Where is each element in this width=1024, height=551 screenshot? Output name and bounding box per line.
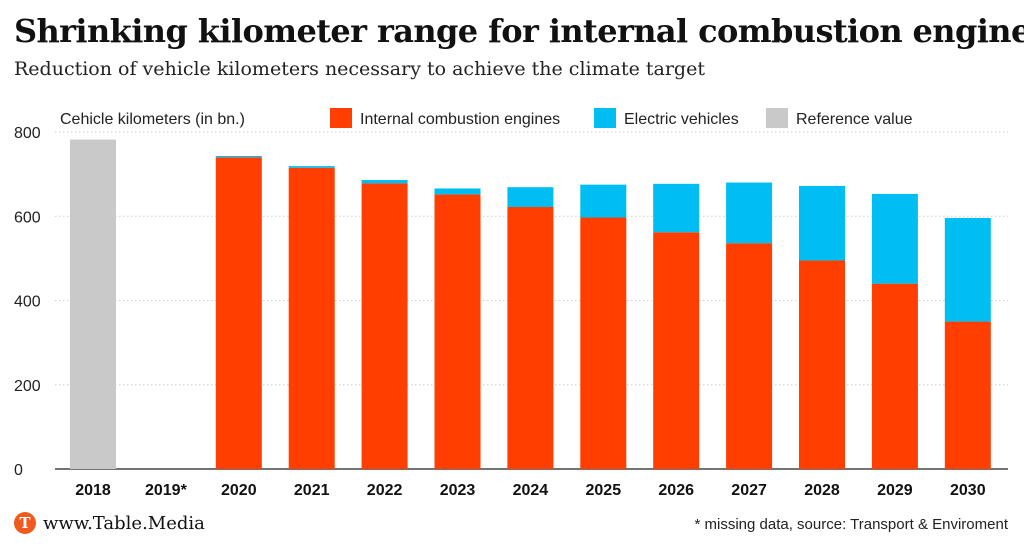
y-tick-label: 400: [14, 294, 41, 311]
brand-url: www.Table.Media: [43, 512, 205, 534]
bar-2027-internal-combustion-engines: [726, 243, 773, 469]
legend-swatch: [766, 108, 788, 128]
y-tick-label: 0: [14, 462, 23, 479]
x-tick-label: 2021: [294, 482, 330, 499]
brand: T www.Table.Media: [14, 512, 205, 534]
axis-labels: 0 200 400 600 800 2018 2019* 2020 2021 2022 2023 20…: [14, 125, 986, 499]
source-note: * missing data, source: Transport & Envi…: [694, 516, 1008, 533]
bar-2025-electric-vehicles: [580, 184, 627, 218]
bar-2021-internal-combustion-engines: [288, 167, 335, 469]
bar-group: [70, 139, 991, 470]
bar-2021-electric-vehicles: [288, 166, 335, 168]
bar-2022-electric-vehicles: [361, 180, 408, 184]
y-tick-label: 800: [14, 125, 41, 142]
bar-2028-electric-vehicles: [799, 185, 845, 261]
x-tick-label: 2027: [731, 482, 767, 499]
bar-2025-internal-combustion-engines: [580, 217, 627, 469]
bar-2030-electric-vehicles: [944, 217, 991, 322]
x-tick-label: 2024: [513, 482, 549, 499]
x-tick-label: 2018: [75, 482, 111, 499]
x-tick-label: 2019*: [145, 482, 188, 499]
table-media-logo-icon: T: [14, 512, 36, 534]
y-tick-label: 600: [14, 209, 41, 226]
bar-2029-electric-vehicles: [871, 193, 918, 284]
x-tick-label: 2025: [586, 482, 622, 499]
chart-subtitle: Reduction of vehicle kilometers necessar…: [14, 58, 705, 80]
bar-2027-electric-vehicles: [726, 182, 773, 244]
x-tick-label: 2028: [804, 482, 840, 499]
x-tick-label: 2020: [221, 482, 257, 499]
legend-label: Reference value: [796, 111, 913, 128]
legend-swatch: [594, 108, 616, 128]
legend-label: Internal combustion engines: [360, 111, 560, 128]
bar-2024-internal-combustion-engines: [507, 206, 554, 470]
bar-2024-electric-vehicles: [507, 187, 554, 207]
y-axis-label: Cehicle kilometers (in bn.): [60, 111, 245, 128]
bar-2029-internal-combustion-engines: [871, 283, 918, 469]
y-tick-label: 200: [14, 378, 41, 395]
bar-2026-internal-combustion-engines: [653, 232, 700, 469]
x-tick-label: 2026: [658, 482, 694, 499]
chart-title: Shrinking kilometer range for internal c…: [14, 12, 1024, 50]
x-tick-label: 2030: [950, 482, 986, 499]
bar-2023-internal-combustion-engines: [434, 194, 481, 469]
bar-2023-electric-vehicles: [434, 188, 481, 195]
x-tick-label: 2023: [440, 482, 476, 499]
bar-2026-electric-vehicles: [653, 183, 700, 233]
bar-2030-internal-combustion-engines: [944, 321, 991, 469]
x-tick-label: 2022: [367, 482, 403, 499]
bar-2018-reference-value: [70, 139, 116, 469]
legend-label: Electric vehicles: [624, 111, 739, 128]
legend: Internal combustion engines Electric vehi…: [330, 108, 913, 128]
bar-2022-internal-combustion-engines: [361, 183, 408, 469]
bar-2020-internal-combustion-engines: [215, 157, 262, 469]
bar-2020-electric-vehicles: [215, 156, 262, 158]
bar-2028-internal-combustion-engines: [799, 260, 845, 469]
x-tick-label: 2029: [877, 482, 913, 499]
legend-swatch: [330, 108, 352, 128]
